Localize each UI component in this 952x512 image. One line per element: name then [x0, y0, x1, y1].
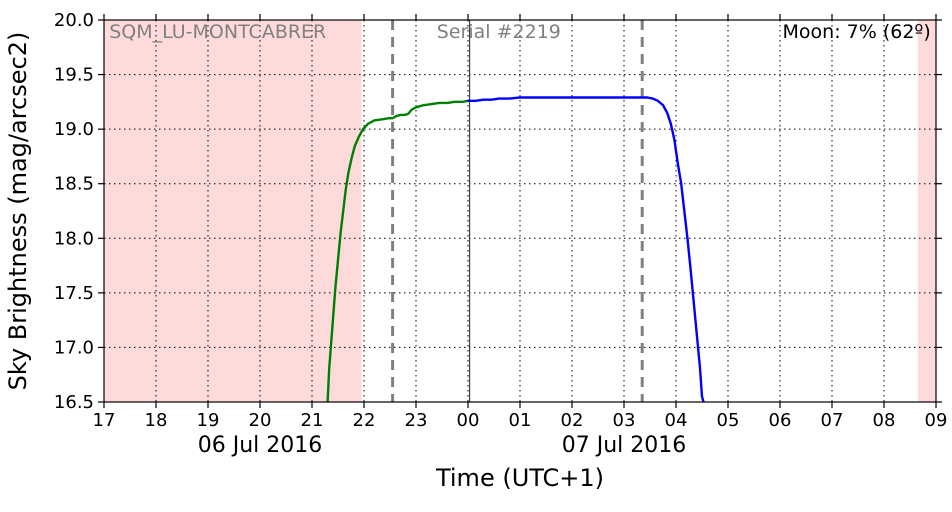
x-tick-label: 17 — [93, 410, 116, 431]
date-label-0: 06 Jul 2016 — [198, 433, 323, 458]
annotation-2: Moon: 7% (62º) — [783, 21, 931, 43]
sky-brightness-chart: 17 18 19 20 21 22 23 00 01 02 03 04 05 06 07 08 09 16.5 17… — [0, 0, 952, 512]
x-tick-label: 19 — [197, 410, 220, 431]
y-tick-label: 17.0 — [54, 337, 94, 358]
y-tick-label: 18.0 — [54, 228, 94, 249]
date-label-1: 07 Jul 2016 — [562, 433, 687, 458]
y-tick-label: 20.0 — [54, 10, 94, 31]
x-axis-label: Time (UTC+1) — [435, 464, 604, 492]
x-tick-label: 01 — [509, 410, 532, 431]
x-tick-label: 18 — [145, 410, 168, 431]
twilight-region-1 — [918, 20, 936, 402]
annotation-0: SQM_LU-MONTCABRER — [109, 21, 326, 43]
y-tick-label: 16.5 — [54, 392, 94, 413]
y-axis-label: Sky Brightness (mag/arcsec2) — [4, 32, 32, 391]
y-tick-label: 19.0 — [54, 119, 94, 140]
x-tick-label: 22 — [353, 410, 376, 431]
x-tick-label: 20 — [249, 410, 272, 431]
x-tick-label: 02 — [561, 410, 584, 431]
annotation-1: Serial #2219 — [437, 21, 561, 43]
y-tick-label: 18.5 — [54, 174, 94, 195]
y-tick-label: 17.5 — [54, 283, 94, 304]
y-tick-label: 19.5 — [54, 65, 94, 86]
x-tick-label: 21 — [301, 410, 324, 431]
x-tick-label: 03 — [613, 410, 636, 431]
twilight-region-0 — [104, 20, 361, 402]
x-tick-label: 07 — [821, 410, 844, 431]
x-tick-label: 08 — [873, 410, 896, 431]
x-tick-label: 04 — [665, 410, 688, 431]
x-tick-label: 00 — [457, 410, 480, 431]
x-tick-label: 06 — [769, 410, 792, 431]
x-tick-label: 23 — [405, 410, 428, 431]
x-tick-label: 09 — [925, 410, 948, 431]
x-tick-label: 05 — [717, 410, 740, 431]
